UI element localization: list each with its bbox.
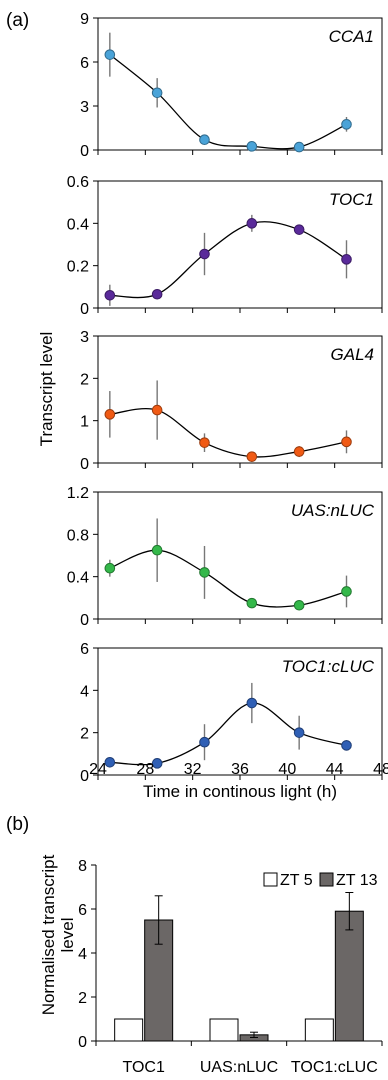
chart-6-ytick-label: 0: [78, 1034, 87, 1051]
chart-4-point: [104, 562, 116, 574]
chart-5-ytick-label: 0: [80, 768, 89, 785]
chart-1-point: [104, 49, 116, 60]
chart-2-title: TOC1: [329, 190, 374, 209]
chart-4-point: [151, 544, 163, 556]
chart-1-title: CCA1: [329, 27, 374, 46]
chart-2-point: [293, 224, 305, 235]
chart-3-point: [293, 446, 305, 457]
chart-5-point: [104, 757, 116, 768]
x-tick-label: 44: [326, 761, 344, 778]
chart-2-point: [199, 248, 210, 260]
chart-4-point: [199, 567, 210, 578]
chart-4-title: UAS:nLUC: [291, 501, 375, 520]
chart-2-point: [246, 218, 258, 229]
chart-6-ytick-label: 6: [78, 902, 87, 919]
chart-1-point: [151, 87, 163, 99]
chart-5-point: [199, 736, 210, 748]
chart-1-series-line: [109, 54, 347, 150]
chart-2-ytick-label: 0.4: [67, 216, 89, 233]
chart-5-ytick-label: 6: [80, 641, 89, 658]
chart-2-ytick-label: 0.6: [67, 174, 89, 191]
chart-3-ytick-label: 2: [80, 371, 89, 388]
chart-3-series-line: [109, 408, 347, 458]
chart-2-ytick-label: 0.2: [67, 259, 89, 276]
chart-5-ytick-label: 4: [80, 683, 89, 700]
chart-4-ytick-label: 1.2: [67, 485, 89, 502]
chart-3-ytick-label: 3: [80, 329, 89, 346]
chart-6-bar-zt13: [334, 910, 364, 1042]
chart-5-point: [246, 697, 258, 709]
panel-a-x-axis-label: Time in continous light (h): [143, 782, 337, 801]
chart-6-category-label: TOC1: [122, 1059, 164, 1076]
chart-6-category-label: TOC1:cLUC: [291, 1059, 378, 1076]
chart-2-series-line: [109, 221, 347, 299]
chart-6-ytick-label: 4: [78, 946, 87, 963]
chart-1-ytick-label: 3: [80, 99, 89, 116]
chart-3-title: GAL4: [331, 345, 374, 364]
chart-1-point: [341, 119, 352, 130]
chart-2-point: [151, 288, 163, 300]
chart-1-point: [199, 134, 210, 146]
chart-3-point: [199, 437, 210, 448]
chart-4-ytick-label: 0.4: [67, 570, 89, 587]
chart-6-ytick-label: 2: [78, 990, 87, 1007]
x-tick-label: 48: [373, 761, 388, 778]
x-tick-label: 28: [136, 761, 154, 778]
x-tick-label: 24: [89, 761, 107, 778]
chart-6-ytick-label: 8: [78, 858, 87, 875]
chart-6-category-label: UAS:nLUC: [200, 1059, 278, 1076]
chart-2-point: [104, 290, 116, 301]
chart-1-point: [293, 141, 305, 153]
panel-a-y-axis-label: Transcript level: [37, 332, 56, 447]
chart-4-point: [246, 597, 258, 609]
chart-4-ytick-label: 0.8: [67, 527, 89, 544]
panel-a-label: (a): [6, 10, 29, 31]
x-tick-label: 40: [278, 761, 296, 778]
chart-4-ytick-label: 0: [80, 612, 89, 629]
chart-3-point: [341, 436, 352, 448]
legend-label-zt13: ZT 13: [336, 872, 378, 889]
panel-b-y-axis-label-line1: Normalised transcript: [39, 854, 58, 1015]
chart-5-title: TOC1:cLUC: [282, 657, 375, 676]
chart-3-point: [151, 404, 163, 416]
chart-4-point: [341, 586, 352, 597]
legend-swatch-zt5: [263, 872, 278, 887]
chart-1-ytick-label: 9: [80, 11, 89, 28]
chart-3-ytick-label: 0: [80, 456, 89, 473]
chart-3-point: [104, 409, 116, 420]
chart-4-series-line: [109, 549, 347, 608]
chart-6-bar-zt5: [114, 1018, 144, 1042]
chart-5-series-line: [109, 702, 347, 766]
chart-2-point: [341, 254, 352, 265]
chart-1-ytick-label: 6: [80, 55, 89, 72]
chart-5-point: [293, 727, 305, 738]
panel-b-label: (b): [6, 814, 29, 835]
chart-6-bar-zt5: [304, 1018, 334, 1042]
legend-label-zt5: ZT 5: [280, 872, 313, 889]
chart-4-point: [293, 599, 305, 611]
panel-b-y-axis-label-line2: level: [58, 918, 77, 953]
chart-5-point: [341, 740, 352, 751]
chart-5-point: [151, 758, 163, 769]
legend-swatch-zt13: [319, 872, 334, 887]
x-tick-label: 32: [184, 761, 202, 778]
chart-6-bar-zt5: [209, 1018, 239, 1042]
chart-1-ytick-label: 0: [80, 143, 89, 160]
x-tick-label: 36: [231, 761, 249, 778]
chart-3-point: [246, 451, 258, 462]
chart-3-ytick-label: 1: [80, 414, 89, 431]
chart-5-ytick-label: 2: [80, 726, 89, 743]
chart-1-point: [246, 141, 258, 152]
chart-2-ytick-label: 0: [80, 301, 89, 318]
